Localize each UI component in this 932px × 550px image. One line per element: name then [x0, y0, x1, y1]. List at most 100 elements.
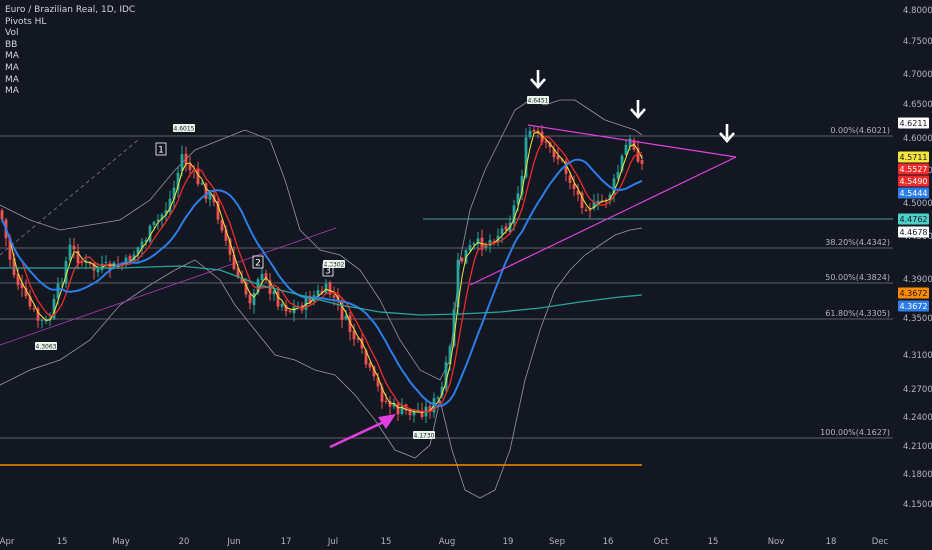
chart-legend: Euro / Brazilian Real, 1D, IDC Pivots HL…	[5, 5, 135, 98]
candle-body	[444, 362, 448, 389]
candle-body	[640, 160, 644, 164]
indicator-ma-3[interactable]: MA	[5, 74, 19, 85]
candle-body	[616, 172, 620, 179]
price-badge-label: 4.3672	[900, 302, 928, 311]
candle-body	[152, 221, 156, 225]
candle-body	[308, 296, 312, 304]
candle-body	[64, 261, 68, 284]
candle-body	[172, 187, 176, 200]
candle-body	[392, 402, 396, 407]
y-tick-label: 4.1500	[903, 500, 932, 510]
candle-body	[28, 296, 32, 307]
triangle-upper-line	[527, 124, 737, 158]
indicator-bb[interactable]: BB	[5, 39, 18, 50]
candle-body	[236, 267, 240, 278]
candle-body	[320, 290, 324, 294]
ma-teal	[0, 265, 643, 316]
candle-body	[220, 219, 224, 231]
candle-body	[596, 200, 600, 203]
price-axis[interactable]: 4.80004.75004.70004.65004.60004.55004.50…	[893, 0, 932, 550]
candle-body	[328, 282, 332, 295]
indicator-ma-4[interactable]: MA	[5, 86, 19, 97]
candle-body	[556, 155, 560, 160]
price-badge-label: 4.4678	[900, 228, 928, 237]
candle-body	[160, 214, 164, 220]
fib-level-label: 0.00%(4.6021)	[830, 126, 890, 135]
candle-body	[488, 240, 492, 246]
candle-body	[608, 194, 612, 199]
x-tick-label: Sep	[549, 537, 565, 547]
candle-body	[368, 362, 372, 368]
candle-body	[276, 291, 280, 307]
purple-channel-line	[0, 227, 337, 346]
candle-body	[340, 302, 344, 320]
dashed-trend-line	[0, 139, 139, 256]
down-arrow-head	[630, 108, 646, 119]
candle-body	[232, 254, 236, 269]
candle-body	[272, 290, 276, 295]
candle-body	[40, 319, 44, 321]
y-tick-label: 4.7500	[903, 37, 932, 47]
candle-body	[284, 305, 288, 312]
candle-body	[84, 260, 88, 263]
candle-body	[72, 245, 76, 250]
candle-body	[332, 295, 336, 298]
candle-body	[244, 281, 248, 295]
fib-level-label: 38.20%(4.4342)	[825, 238, 890, 247]
candle-body	[620, 155, 624, 171]
candle-body	[560, 159, 564, 161]
candle-body	[576, 190, 580, 195]
y-tick-label: 4.3100	[903, 351, 932, 361]
symbol-title[interactable]: Euro / Brazilian Real, 1D, IDC	[5, 5, 136, 15]
candle-body	[248, 294, 252, 304]
candle-body	[356, 338, 360, 340]
candle-body	[316, 290, 320, 296]
pivot-label-bg	[173, 124, 195, 132]
price-badge	[898, 226, 929, 238]
candle-body	[176, 172, 180, 190]
candle-body	[208, 193, 212, 200]
pivot-label: 4.6015	[174, 126, 195, 133]
candle-body	[580, 192, 584, 208]
fib-level-label: 61.80%(4.3305)	[825, 309, 890, 318]
indicator-ma-2[interactable]: MA	[5, 62, 19, 73]
candle-body	[164, 210, 168, 215]
time-axis[interactable]: Apr 15 May 20 Jun 17 Jul 15 Aug 19 Sep 16 Oct 15 Nov 18…	[0, 532, 932, 550]
y-tick-label: 4.3500	[903, 314, 932, 324]
wave-label: 3	[325, 267, 331, 277]
candle-body	[24, 287, 28, 297]
candle-body	[76, 250, 80, 264]
x-tick-label: May	[112, 537, 130, 547]
indicator-ma-1[interactable]: MA	[5, 51, 19, 62]
x-tick-label: 16	[603, 537, 614, 547]
candle-body	[588, 209, 592, 211]
candle-body	[68, 244, 72, 261]
candle-body	[140, 241, 144, 249]
wave-label-box	[155, 142, 167, 156]
price-badge	[898, 187, 929, 199]
candle-body	[472, 243, 476, 246]
price-badge-label: 4.5444	[900, 189, 928, 198]
candle-body	[564, 161, 568, 174]
candle-body	[80, 261, 84, 263]
candle-body	[516, 193, 520, 205]
candle-body	[256, 279, 260, 293]
indicator-vol[interactable]: Vol	[5, 28, 19, 39]
candle-body	[520, 175, 524, 195]
pivot-label-bg	[35, 342, 57, 350]
candle-body	[528, 130, 532, 138]
time-axis-bg	[0, 532, 932, 550]
y-tick-label: 4.6000	[903, 134, 932, 144]
indicator-pivots[interactable]: Pivots HL	[5, 16, 47, 27]
y-tick-label: 4.1800	[903, 470, 932, 480]
pink-arrow-head	[378, 414, 396, 429]
x-tick-label: Nov	[768, 537, 785, 547]
candle-body	[468, 245, 472, 251]
pink-arrow-shaft	[329, 418, 389, 449]
y-tick-label: 4.2100	[903, 442, 932, 452]
x-tick-label: Apr	[0, 537, 15, 547]
y-tick-label: 4.3900	[903, 275, 932, 285]
candle-body	[512, 205, 516, 224]
candle-body	[136, 247, 140, 255]
